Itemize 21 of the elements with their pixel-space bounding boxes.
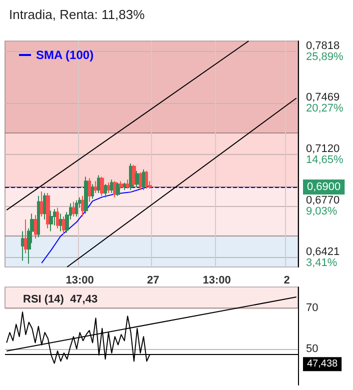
y-tick-label: 0,7469 [306,92,340,104]
y-tick-label: 0,7120 [306,143,340,156]
y2-tick-label: 20,27% [306,102,344,115]
y2-tick-label: 9,03% [306,206,338,218]
y2-tick-label: 14,65% [306,154,344,166]
text: RSI (14) 47,43 [23,294,98,306]
legend-label: SMA (100) [36,48,94,62]
chart-title: Intradia, Renta: 11,83% [9,7,146,22]
y-tick-label: 0,6770 [306,194,340,207]
y2-tick-label: 25,89% [306,51,344,64]
ref-line-label: 0,6900 [307,181,341,194]
y-tick-label: 70 [306,302,318,314]
y-tick-label: 50 [306,342,318,355]
y2-tick-label: 3,41% [306,257,338,270]
y-tick-label: 0,6421 [306,246,340,258]
ref-line-label: 47,438 [307,358,338,370]
y-tick-label: 0,7818 [306,40,340,52]
x-tick-label: 2 [284,274,290,286]
x-tick-label: 13:00 [66,274,94,286]
x-tick-label: 13:00 [202,274,231,286]
x-tick-label: 27 [146,274,160,286]
